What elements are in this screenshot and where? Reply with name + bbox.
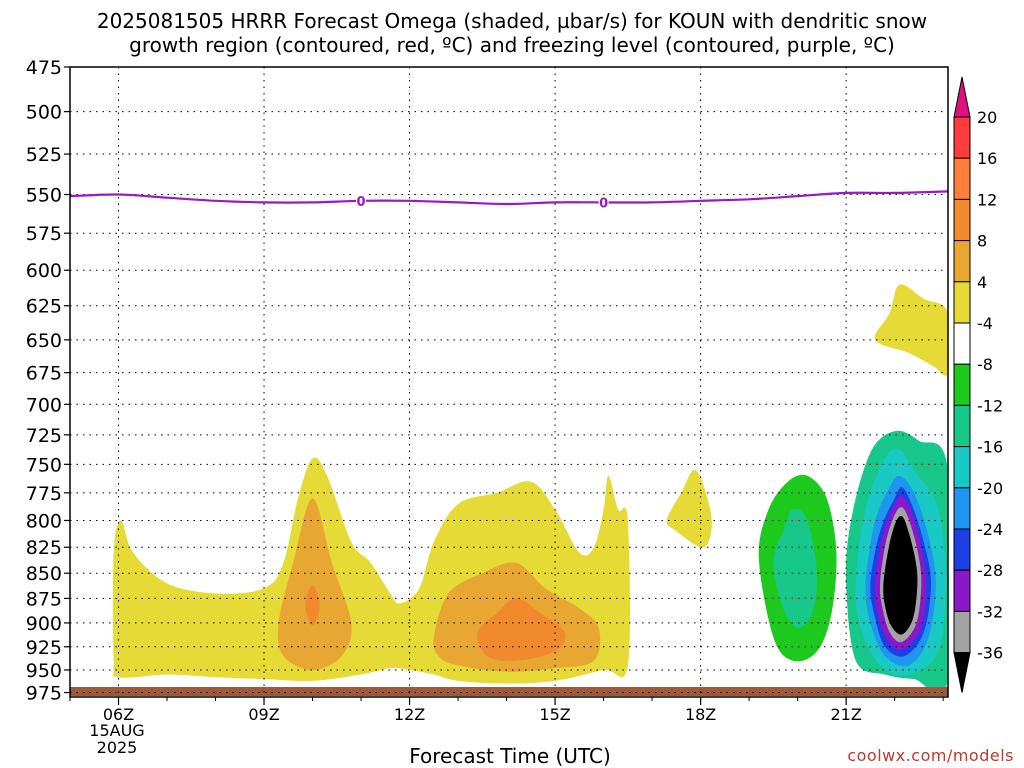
y-tick-label-525: 525 (26, 144, 62, 166)
credit-text: coolwx.com/models (847, 746, 1014, 765)
y-tick-label-575: 575 (26, 223, 62, 245)
freezing-label-bg-0 (356, 193, 367, 208)
x-tick-label-18Z: 18Z (685, 705, 716, 724)
x-tick-label-15Z: 15Z (539, 705, 570, 724)
colorbar-label-2: 12 (977, 190, 997, 209)
colorbar-bottom-arrow (953, 652, 971, 693)
colorbar-swatch-9 (953, 487, 971, 530)
y-tick-label-925: 925 (26, 637, 62, 659)
y-tick-label-800: 800 (26, 510, 62, 532)
omega-region-16 (883, 515, 918, 635)
y-tick-label-950: 950 (26, 660, 62, 682)
y-tick-label-850: 850 (26, 563, 62, 585)
y-tick-label-550: 550 (26, 185, 62, 207)
colorbar-label-13: -36 (977, 644, 1003, 663)
freezing-level-path (70, 190, 948, 206)
colorbar-label-8: -16 (977, 438, 1003, 457)
colorbar-swatch-0 (953, 116, 971, 159)
y-tick-label-475: 475 (26, 57, 62, 79)
omega-region-6 (874, 284, 948, 376)
colorbar-swatch-2 (953, 198, 971, 242)
freezing-level-label-0: 0 (357, 195, 366, 210)
colorbar-swatch-10 (953, 528, 971, 571)
colorbar-label-9: -20 (977, 479, 1003, 498)
omega-region-4 (477, 598, 566, 661)
x-tick-label-21Z: 21Z (830, 705, 861, 724)
colorbar-label-3: 8 (977, 232, 987, 251)
colorbar-swatch-6 (953, 363, 971, 406)
y-tick-label-650: 650 (26, 330, 62, 352)
colorbar-top-arrow (953, 76, 971, 118)
x-tick-label-09Z: 09Z (248, 705, 279, 724)
y-tick-label-500: 500 (26, 102, 62, 124)
y-tick-label-675: 675 (26, 363, 62, 385)
ground-strip (70, 687, 948, 696)
omega-region-5 (666, 469, 712, 548)
colorbar-swatch-8 (953, 446, 971, 489)
plot-frame (69, 66, 949, 698)
y-tick-label-600: 600 (26, 260, 62, 282)
freezing-label-bg-1 (598, 195, 609, 210)
x-tick-label-12Z: 12Z (394, 705, 425, 724)
grid-lines (70, 67, 948, 697)
chart-title-line-2: growth region (contoured, red, ºC) and f… (129, 33, 895, 57)
x-axis-label: Forecast Time (UTC) (409, 744, 611, 768)
colorbar-swatch-4 (953, 281, 971, 324)
omega-region-2 (305, 585, 320, 626)
colorbar-label-4: 4 (977, 273, 987, 292)
chart-title-line-1: 2025081505 HRRR Forecast Omega (shaded, … (96, 9, 928, 33)
colorbar-label-6: -8 (977, 355, 993, 374)
colorbar-label-0: 20 (977, 108, 997, 127)
colorbar-swatch-1 (953, 157, 971, 200)
x-axis: 06Z 09Z 12Z 15Z 18Z 21Z (69, 697, 944, 724)
x-tick-label-06Z: 06Z (103, 705, 134, 724)
colorbar-swatch-7 (953, 404, 971, 448)
y-tick-label-775: 775 (26, 483, 62, 505)
date-label-day: 15AUG (89, 721, 145, 740)
colorbar-swatch-3 (953, 240, 971, 283)
omega-region-1 (277, 498, 352, 670)
colorbar-label-10: -24 (977, 520, 1003, 539)
y-tick-label-725: 725 (26, 425, 62, 447)
omega-fields (112, 284, 948, 697)
colorbar-label-11: -28 (977, 561, 1003, 580)
y-tick-label-700: 700 (26, 394, 62, 416)
colorbar-swatch-5 (953, 322, 971, 365)
ground-surface (70, 687, 948, 696)
omega-region-9 (773, 508, 818, 628)
y-tick-label-625: 625 (26, 296, 62, 318)
colorbar-swatch-12 (953, 610, 971, 654)
colorbar: 20 16 12 8 4 -4 -8 -12 -16 -20 -24 -28 -32 -36 (953, 76, 1003, 693)
y-tick-label-750: 750 (26, 454, 62, 476)
colorbar-label-12: -32 (977, 602, 1003, 621)
y-axis: 475 500 525 550 575 600 625 650 675 700 725 750 775 8… (26, 57, 70, 705)
colorbar-label-5: -4 (977, 314, 993, 333)
colorbar-label-1: 16 (977, 149, 997, 168)
y-tick-label-875: 875 (26, 588, 62, 610)
y-tick-label-975: 975 (26, 683, 62, 705)
y-tick-label-900: 900 (26, 613, 62, 635)
y-tick-label-825: 825 (26, 537, 62, 559)
freezing-level-label-1: 0 (599, 196, 608, 211)
colorbar-swatch-11 (953, 569, 971, 612)
date-label-year: 2025 (96, 738, 138, 757)
colorbar-label-7: -12 (977, 396, 1003, 415)
